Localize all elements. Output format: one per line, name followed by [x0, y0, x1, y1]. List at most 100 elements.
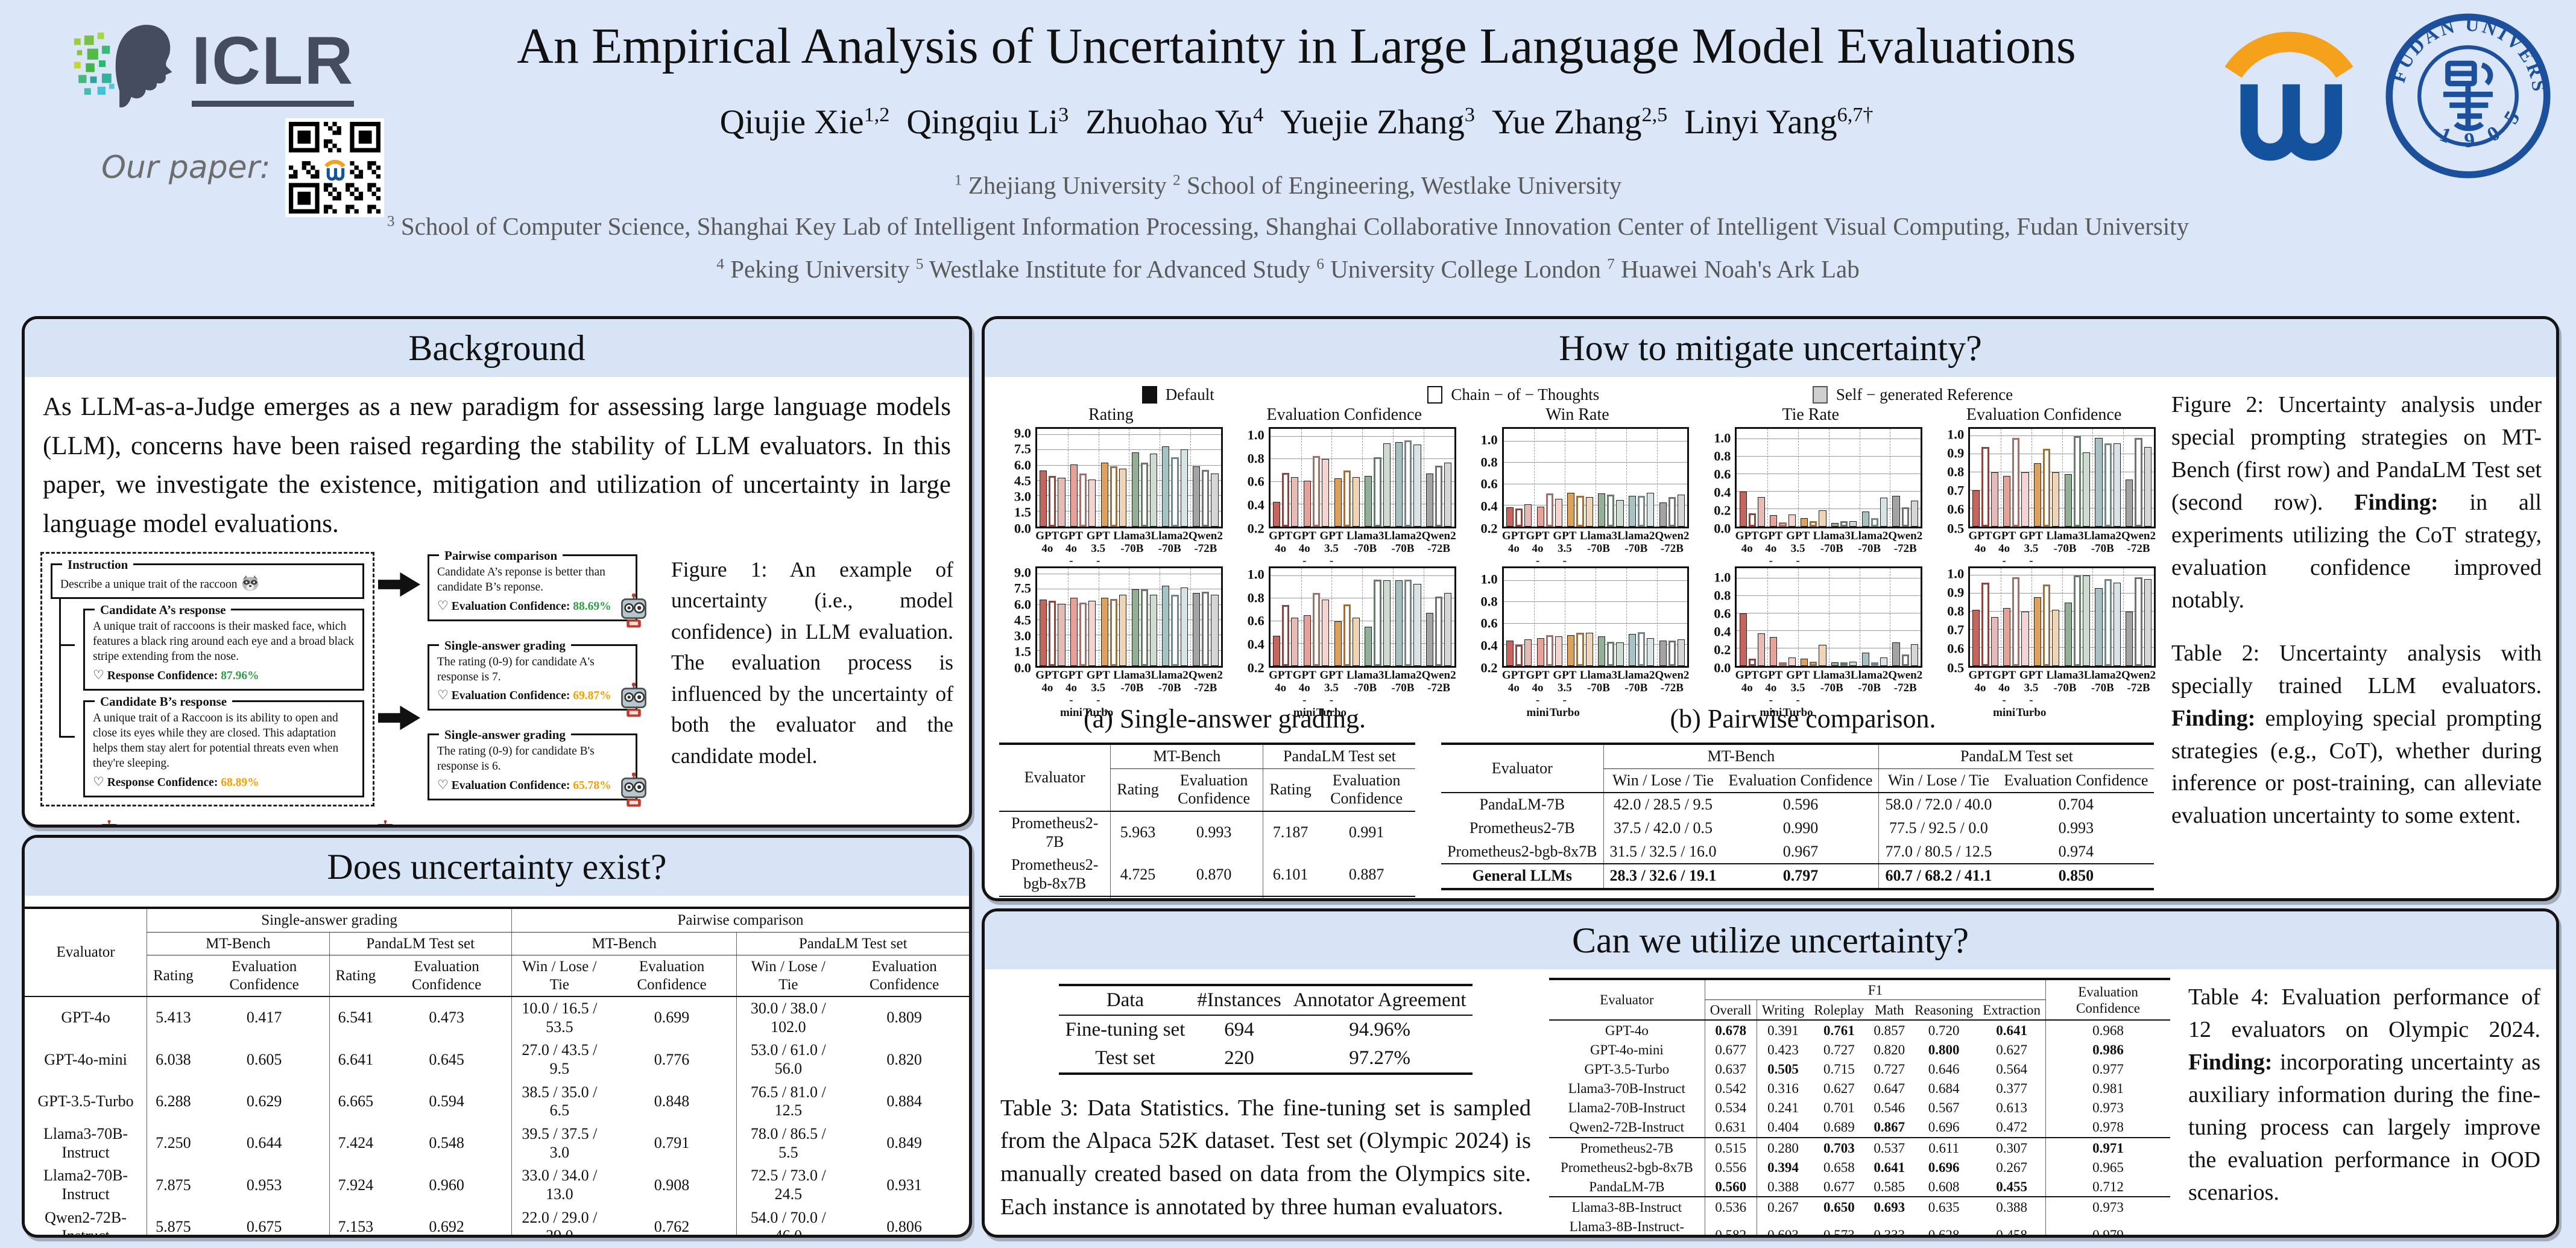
x-tick-label: GPT 4o-mini: [1292, 669, 1316, 719]
table-cell: 0.727: [1823, 1042, 1855, 1057]
bar: [1892, 496, 1900, 527]
table-row: Llama2-70B-Instruct 7.875 0.953 7.924 0.960 3…: [25, 1164, 969, 1206]
table-cell: 0.596: [1782, 796, 1819, 814]
bar: [2003, 476, 2011, 527]
y-tick-label: 0.9: [1947, 445, 1965, 461]
bar: [2104, 579, 2112, 666]
x-tick-label: GPT 4o-mini: [1059, 669, 1083, 719]
section-exist-title: Does uncertainty exist?: [25, 838, 969, 896]
table-header-cell: Win / Lose / Tie: [511, 955, 607, 996]
bar: [1079, 603, 1087, 666]
table-row: GPT-4o 0.678 0.391 0.761 0.857 0.720 0.641 0.96…: [1549, 1020, 2170, 1041]
y-tick-label: 6.0: [1014, 596, 1031, 612]
gridline: [1798, 568, 1799, 666]
x-tick-label: GPT 4o: [1269, 530, 1293, 555]
bar: [1659, 502, 1667, 527]
table-cell: Prometheus2-bgb-8x7B: [1011, 856, 1099, 893]
bar-group: [1068, 568, 1099, 666]
bar: [1668, 640, 1676, 666]
x-tick-label: Llama3 -70B: [2046, 669, 2084, 694]
table-cell: GPT-4o-mini: [44, 1050, 127, 1068]
table-cell: 30.0 / 38.0 / 102.0: [736, 996, 840, 1039]
bar-group: [1068, 429, 1099, 527]
bar: [1049, 601, 1056, 666]
table-row: GPT-3.5-Turbo 6.288 0.629 6.665 0.594 38.5 / …: [25, 1080, 969, 1123]
bar: [1352, 617, 1360, 666]
table-cell: Qwen2-72B-Instruct: [45, 1208, 127, 1238]
x-tick-label: GPT 3.5-Turbo: [1083, 530, 1113, 579]
x-tick-label: GPT 4o: [1968, 530, 1992, 555]
bar: [1374, 457, 1381, 527]
x-tick-label: Qwen2 -72B: [1655, 530, 1690, 555]
table-cell: 0.960: [429, 1176, 464, 1194]
x-tick-label: GPT 3.5-Turbo: [1550, 530, 1580, 579]
bar-group: [1362, 568, 1393, 666]
y-tick-label: 7.5: [1014, 441, 1031, 457]
bar: [1576, 633, 1584, 666]
bar: [1395, 580, 1403, 666]
y-tick-label: 3.0: [1014, 628, 1031, 644]
legend-item: Chain − of − Thoughts: [1427, 385, 1599, 404]
bar-group: [1737, 568, 1767, 666]
y-tick-label: 0.0: [1014, 659, 1031, 675]
iclr-pixel-squares: [74, 32, 115, 95]
table-cell: 0.567: [1928, 1100, 1960, 1116]
qr-code-icon: [288, 122, 380, 214]
bar: [1981, 583, 1989, 666]
chart-plot: [1501, 427, 1690, 528]
chart-plot: [1968, 566, 2156, 668]
confidence-label: Response Confidence:: [107, 776, 218, 790]
table-cell: 42.0 / 28.5 / 9.5: [1603, 793, 1723, 817]
bar: [1972, 610, 1980, 666]
table-cell: 22.0 / 29.0 / 29.0: [511, 1206, 607, 1235]
table-row: Fine-tuning set 694 94.96%: [1059, 1015, 1472, 1044]
bar: [1413, 445, 1421, 527]
table-header-cell: F1: [1704, 979, 2046, 1001]
table-cell: 0.536: [1704, 1196, 1757, 1217]
y-tick-label: 0.4: [1480, 498, 1498, 514]
y-tick-label: 1.0: [1947, 426, 1965, 442]
table-cell: 0.677: [1823, 1179, 1855, 1194]
bar: [1668, 496, 1676, 527]
table-cell: 0.641: [1874, 1159, 1905, 1175]
table-row: Prometheus2-7B 0.515 0.280 0.703 0.537 0.611 0…: [1549, 1136, 2170, 1158]
bar-group: [1424, 568, 1454, 666]
table-cell: PandaLM-7B: [1479, 796, 1565, 814]
table-cell: 0.605: [246, 1050, 282, 1068]
bar: [1140, 462, 1148, 527]
bar: [1272, 635, 1281, 666]
table-cell: 0.703: [1809, 1136, 1869, 1158]
x-tick-label: Llama2 -70B: [1384, 530, 1422, 555]
table-1: Evaluator Single-answer grading Pairwise c…: [25, 907, 969, 1238]
y-tick-label: 7.5: [1014, 580, 1031, 596]
legend-item: Self − generated Reference: [1812, 385, 2013, 404]
chart-title: [1699, 562, 1922, 566]
table-cell: 0.534: [1704, 1098, 1757, 1118]
table-header-cell: Evaluator: [1600, 992, 1654, 1008]
table-cell: 7.424: [329, 1123, 382, 1165]
bar: [1211, 474, 1219, 527]
bar: [1880, 657, 1888, 666]
x-tick-label: GPT 4o: [1735, 530, 1759, 555]
bar-group: [1037, 429, 1068, 527]
table-cell: 0.458: [1996, 1227, 2027, 1238]
bar: [1162, 446, 1170, 527]
bar: [1748, 513, 1756, 527]
bar: [1100, 462, 1108, 527]
bar-group: [2123, 568, 2154, 666]
chart-plot: [1268, 566, 1456, 668]
bar-group: [1657, 568, 1688, 666]
gridline: [1067, 568, 1069, 666]
bar: [1910, 500, 1919, 527]
section-mitigate: How to mitigate uncertainty? Default Chai…: [982, 316, 2559, 901]
table-cell: 6.038: [147, 1039, 200, 1081]
bar: [1413, 584, 1421, 666]
table-cell: 53.0 / 61.0 / 56.0: [736, 1039, 840, 1081]
table-cell: 0.712: [2045, 1177, 2170, 1197]
bar: [1119, 468, 1127, 527]
bar: [1425, 613, 1434, 666]
table-cell: 0.857: [1874, 1022, 1905, 1038]
table-cell: 0.307: [1978, 1136, 2046, 1158]
confidence-value: 65.78%: [573, 779, 611, 792]
